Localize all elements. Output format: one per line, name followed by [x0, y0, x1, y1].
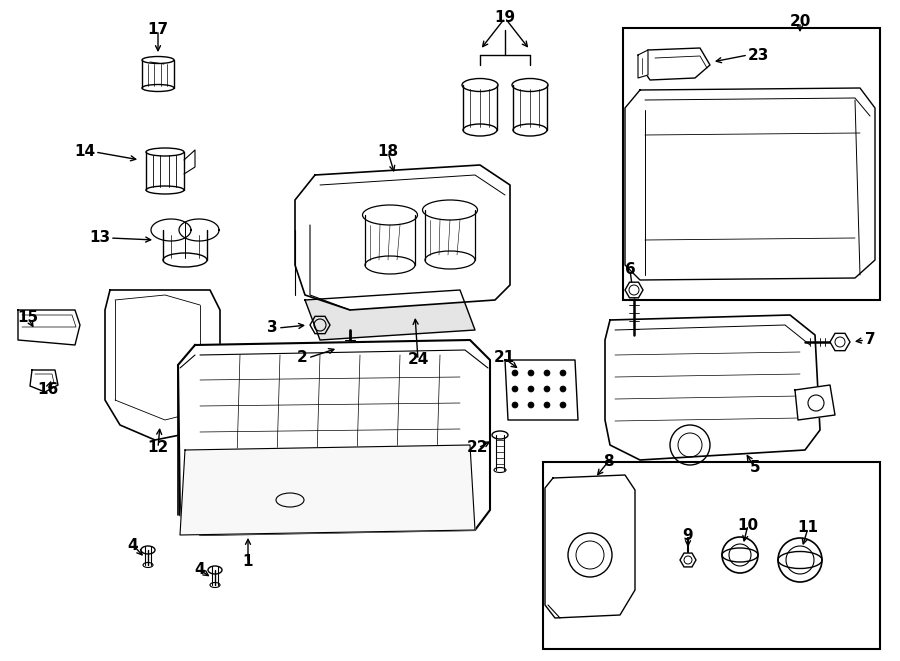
Text: 24: 24	[408, 352, 428, 368]
Circle shape	[528, 370, 534, 376]
Polygon shape	[625, 88, 875, 280]
Text: 6: 6	[625, 262, 635, 278]
Polygon shape	[545, 475, 635, 618]
Circle shape	[528, 402, 534, 408]
Text: 8: 8	[603, 455, 613, 469]
Text: 10: 10	[737, 518, 759, 533]
Text: 1: 1	[243, 555, 253, 570]
Text: 13: 13	[89, 231, 110, 245]
Polygon shape	[605, 315, 820, 460]
Circle shape	[560, 386, 566, 392]
Text: 19: 19	[494, 11, 516, 26]
Ellipse shape	[492, 431, 508, 439]
Circle shape	[544, 370, 550, 376]
Circle shape	[544, 402, 550, 408]
Polygon shape	[638, 50, 648, 78]
Circle shape	[512, 402, 518, 408]
Text: 7: 7	[865, 332, 876, 348]
Circle shape	[512, 386, 518, 392]
Polygon shape	[180, 445, 475, 535]
Text: 18: 18	[377, 145, 399, 159]
Polygon shape	[295, 165, 510, 310]
Text: 23: 23	[748, 48, 770, 63]
Text: 14: 14	[74, 145, 95, 159]
Text: 21: 21	[493, 350, 515, 366]
Text: 12: 12	[148, 440, 168, 455]
Text: 2: 2	[297, 350, 308, 366]
Polygon shape	[305, 290, 475, 340]
Circle shape	[528, 386, 534, 392]
Circle shape	[560, 370, 566, 376]
Polygon shape	[18, 310, 80, 345]
Polygon shape	[178, 340, 490, 535]
Circle shape	[512, 370, 518, 376]
Bar	[543, 462, 880, 649]
Ellipse shape	[141, 546, 155, 554]
Ellipse shape	[208, 566, 222, 574]
Text: 9: 9	[683, 527, 693, 543]
Text: 3: 3	[267, 321, 278, 336]
Text: 22: 22	[467, 440, 489, 455]
Text: 16: 16	[38, 383, 58, 397]
Text: 17: 17	[148, 22, 168, 38]
Text: 11: 11	[797, 520, 818, 535]
Bar	[623, 28, 880, 300]
Polygon shape	[640, 48, 710, 80]
Text: 5: 5	[750, 461, 760, 475]
Circle shape	[560, 402, 566, 408]
Text: 4: 4	[194, 563, 205, 578]
Polygon shape	[30, 370, 58, 392]
Circle shape	[544, 386, 550, 392]
Text: 4: 4	[128, 537, 139, 553]
Text: 20: 20	[789, 15, 811, 30]
Polygon shape	[105, 290, 220, 440]
Polygon shape	[795, 385, 835, 420]
Text: 15: 15	[17, 311, 39, 325]
Polygon shape	[505, 360, 578, 420]
